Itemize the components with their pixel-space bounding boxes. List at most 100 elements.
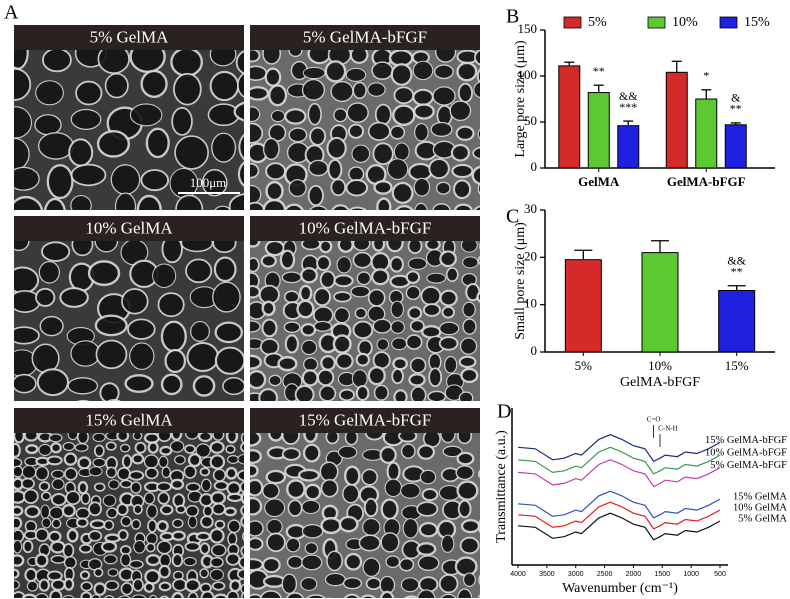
- pore: [416, 501, 439, 517]
- pore: [345, 67, 367, 82]
- pore: [450, 143, 470, 162]
- pore: [131, 453, 145, 465]
- pore: [250, 449, 263, 464]
- pore: [171, 591, 184, 598]
- pore: [391, 181, 414, 205]
- pore: [240, 515, 244, 528]
- pore: [410, 386, 427, 401]
- pore: [441, 534, 455, 553]
- pore: [104, 533, 121, 543]
- pore: [478, 574, 480, 586]
- pore: [460, 241, 478, 253]
- x-tick-label: 500: [714, 571, 726, 578]
- pore: [202, 505, 214, 518]
- pore: [265, 180, 284, 202]
- pore: [313, 320, 333, 332]
- pore: [301, 499, 321, 515]
- pore: [187, 591, 199, 598]
- pore: [330, 81, 354, 103]
- pore: [367, 366, 386, 386]
- pore: [428, 367, 443, 388]
- y-tick-label: 10: [524, 296, 537, 311]
- pore: [102, 494, 117, 507]
- pore: [301, 78, 326, 101]
- legend-label: 10%: [672, 15, 698, 30]
- pore: [237, 453, 244, 465]
- image-title-bar: [14, 25, 244, 50]
- spectrum-line: [517, 501, 721, 530]
- pore: [372, 318, 392, 334]
- pore: [463, 572, 476, 587]
- spectrum-line: [517, 446, 721, 475]
- pore: [223, 506, 237, 517]
- pore: [313, 287, 332, 307]
- pore: [209, 568, 224, 581]
- pore: [372, 142, 394, 166]
- pore: [478, 469, 480, 479]
- panel-label: B: [506, 6, 519, 28]
- pore: [422, 303, 441, 317]
- pore: [300, 267, 319, 284]
- pore: [184, 444, 196, 454]
- pore: [80, 492, 91, 505]
- sem-image: [14, 433, 244, 598]
- pore: [59, 287, 89, 308]
- pore: [327, 158, 343, 181]
- pore: [80, 591, 93, 598]
- pore: [297, 468, 321, 482]
- pore: [355, 385, 370, 401]
- pore: [367, 82, 386, 97]
- sem-image: [14, 241, 244, 401]
- pore: [281, 447, 301, 461]
- pore: [100, 540, 118, 553]
- pore: [14, 241, 30, 252]
- pore: [49, 589, 63, 598]
- pore: [482, 307, 494, 323]
- pore: [287, 499, 303, 517]
- pore: [149, 594, 158, 598]
- pore: [285, 479, 306, 500]
- pore: [185, 258, 213, 284]
- pore: [361, 468, 378, 486]
- pore: [43, 197, 66, 210]
- pore: [77, 481, 89, 495]
- pore: [156, 481, 172, 492]
- pore: [250, 184, 262, 205]
- pore: [352, 320, 374, 340]
- bar: [587, 92, 610, 169]
- panel-label: C: [506, 206, 519, 228]
- pore: [240, 491, 244, 505]
- pore: [127, 318, 156, 340]
- pore: [398, 557, 415, 572]
- pore: [25, 444, 39, 455]
- pore: [140, 169, 170, 192]
- pore: [145, 553, 161, 567]
- pore: [42, 50, 72, 73]
- pore: [477, 593, 480, 598]
- pore: [79, 570, 91, 581]
- pore: [24, 567, 38, 583]
- pore: [41, 241, 71, 262]
- pore: [456, 480, 479, 501]
- pore: [145, 542, 156, 553]
- image-title: 15% GelMA-bFGF: [299, 410, 432, 429]
- pore: [261, 482, 280, 500]
- pore: [197, 433, 213, 443]
- pore: [227, 519, 241, 534]
- pore: [104, 594, 115, 598]
- pore: [333, 291, 352, 303]
- pore: [23, 433, 39, 442]
- pore: [68, 138, 94, 167]
- pore: [212, 241, 237, 254]
- image-title-bar: [250, 216, 480, 241]
- pore: [279, 249, 296, 270]
- pore: [34, 553, 49, 568]
- bar: [718, 289, 756, 353]
- pore: [171, 530, 186, 542]
- bar: [617, 125, 640, 169]
- pore: [20, 477, 35, 490]
- y-axis-label: Large pore size (μm): [513, 40, 528, 158]
- pore: [342, 484, 360, 504]
- pore: [228, 193, 244, 210]
- pore: [124, 374, 154, 393]
